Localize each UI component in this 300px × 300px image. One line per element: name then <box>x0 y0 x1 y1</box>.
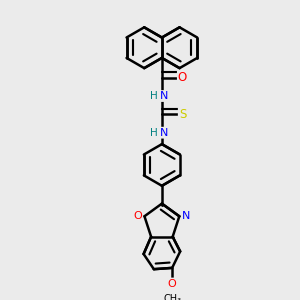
Text: N: N <box>160 128 168 138</box>
Text: N: N <box>182 211 190 221</box>
Text: O: O <box>168 278 176 289</box>
Text: H: H <box>150 91 158 101</box>
Text: O: O <box>178 71 187 84</box>
Text: S: S <box>179 108 186 121</box>
Text: CH₃: CH₃ <box>163 293 181 300</box>
Text: N: N <box>160 91 168 101</box>
Text: H: H <box>150 128 158 138</box>
Text: O: O <box>133 211 142 221</box>
